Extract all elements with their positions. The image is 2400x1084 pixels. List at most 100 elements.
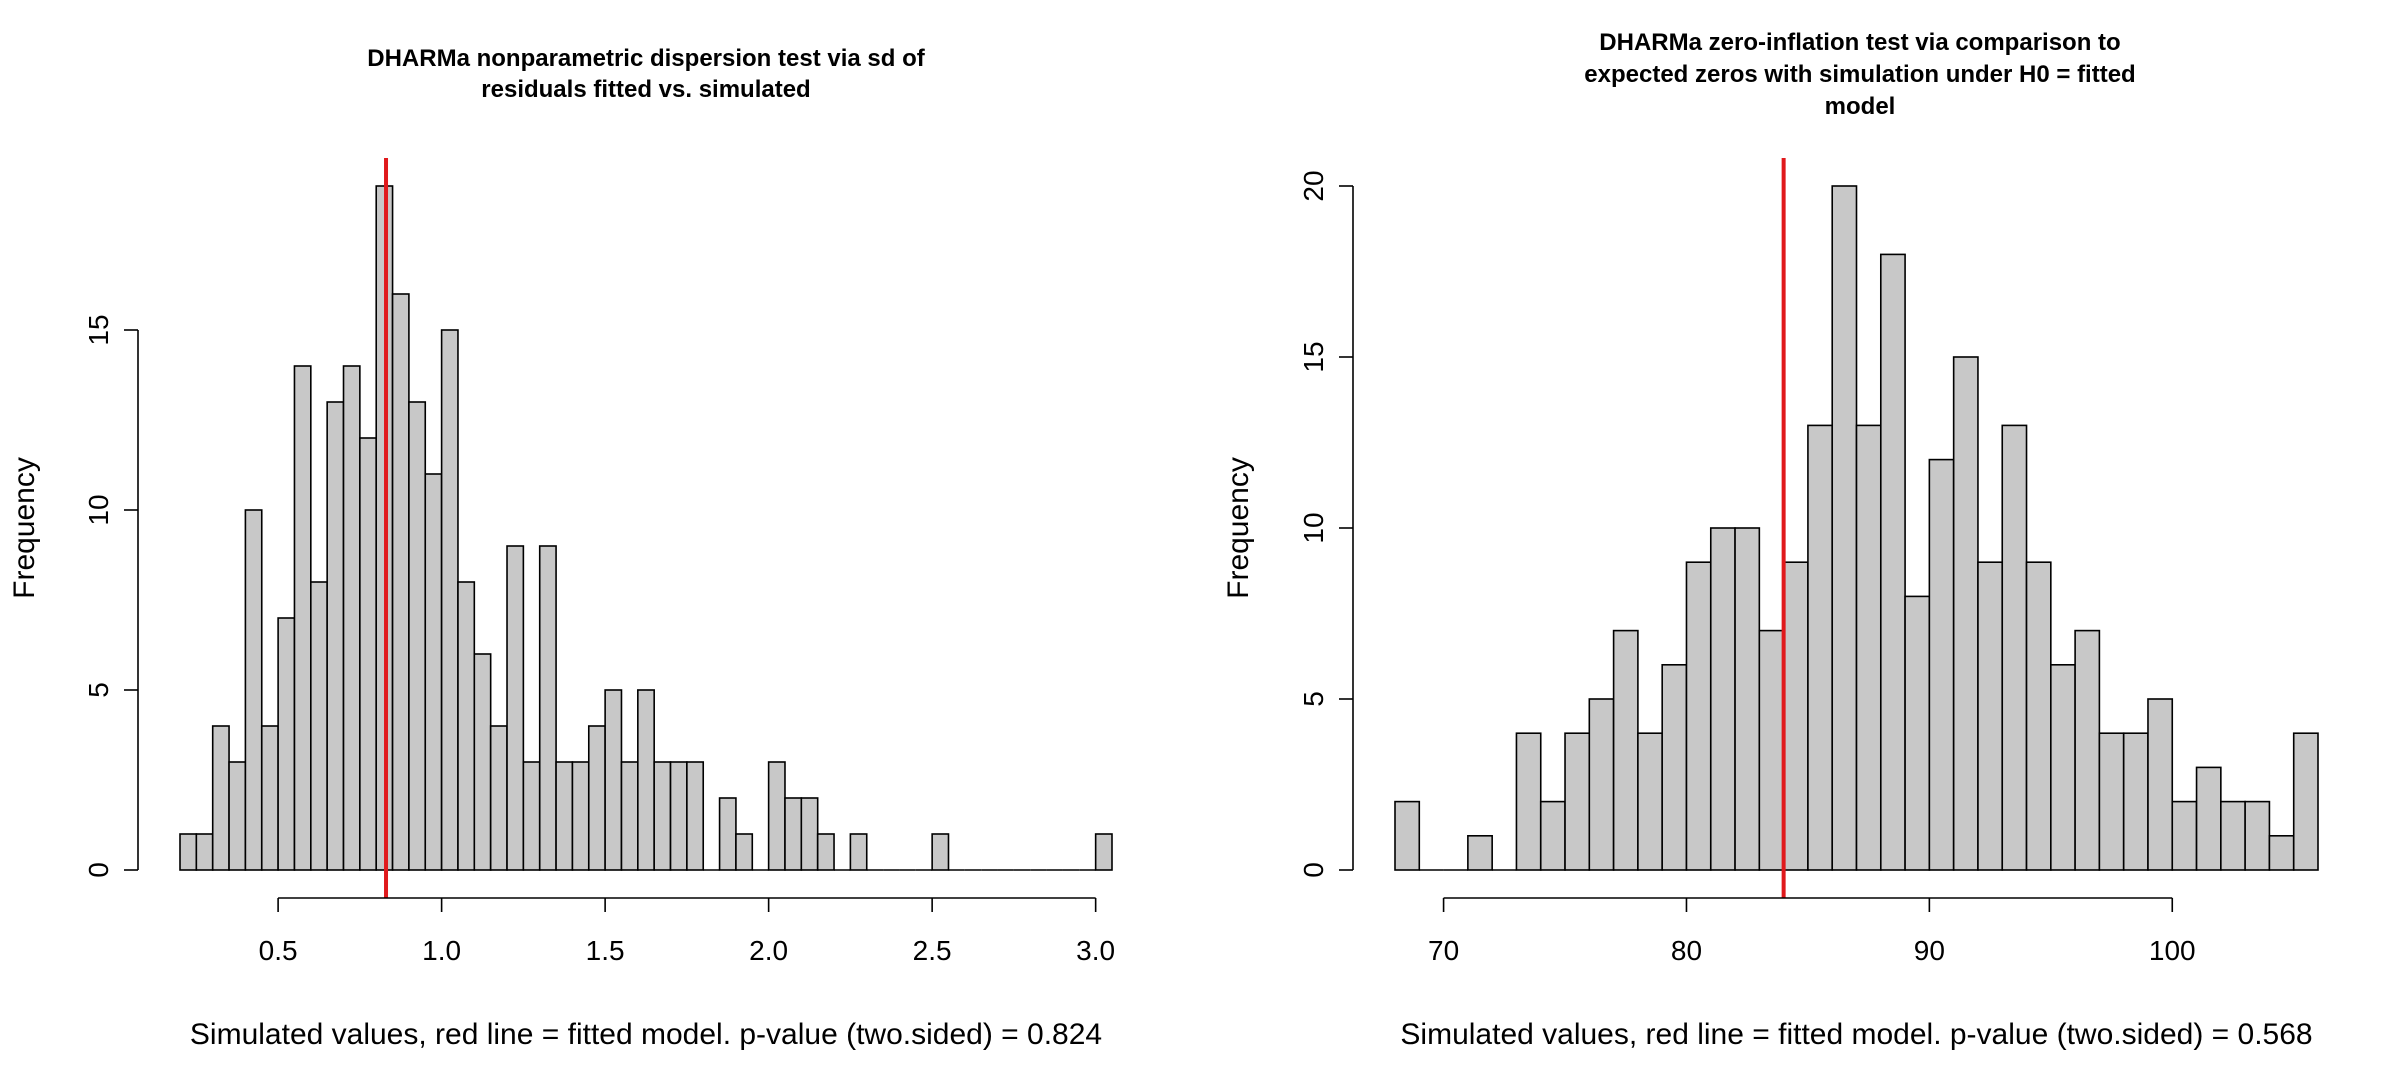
histogram-bar <box>293 365 312 871</box>
histogram-bar <box>669 761 688 871</box>
y-tick-label: 10 <box>1298 512 1329 543</box>
histogram-bar <box>800 797 819 871</box>
histogram-bar <box>489 725 508 871</box>
y-tick-label: 0 <box>83 862 114 878</box>
histogram-bar <box>718 797 737 871</box>
histogram-bar <box>195 833 214 871</box>
histogram-bar <box>1904 595 1931 871</box>
histogram-bar <box>457 581 476 871</box>
y-axis-label: Frequency <box>1222 457 1255 599</box>
x-axis-label: Simulated values, red line = fitted mode… <box>1400 1018 2312 1051</box>
histogram-bar <box>1831 185 1858 871</box>
histogram-bar <box>473 653 492 871</box>
x-tick-label: 80 <box>1671 935 1702 966</box>
histogram-bar <box>408 401 427 871</box>
histogram-bar <box>653 761 672 871</box>
histogram-bar <box>522 761 541 871</box>
histogram-bar <box>260 725 279 871</box>
x-tick-label: 70 <box>1428 935 1459 966</box>
histogram-bar <box>2025 561 2052 871</box>
histogram-bar <box>506 545 525 871</box>
histogram-bar <box>1685 561 1712 871</box>
x-tick-label: 1.0 <box>422 935 461 966</box>
x-tick-label: 90 <box>1914 935 1945 966</box>
histogram-bar <box>2074 629 2101 871</box>
chart-title-line: expected zeros with simulation under H0 … <box>1584 61 2135 88</box>
histogram-bar <box>1637 732 1663 871</box>
histogram-bar <box>1782 561 1809 871</box>
histogram-bar <box>849 833 868 871</box>
x-tick-label: 1.5 <box>586 935 625 966</box>
y-tick-label: 5 <box>83 682 114 698</box>
y-tick-label: 5 <box>1298 691 1329 707</box>
histogram-bar <box>1515 732 1542 871</box>
histogram-bar <box>571 761 590 871</box>
histogram-bar <box>1612 629 1639 871</box>
x-tick-label: 2.0 <box>749 935 788 966</box>
y-tick-label: 15 <box>83 314 114 345</box>
histogram-bar <box>244 509 263 871</box>
histogram-bar <box>816 833 835 871</box>
histogram-bar <box>359 437 378 871</box>
x-tick-label: 0.5 <box>259 935 298 966</box>
chart-title-line: DHARMa nonparametric dispersion test via… <box>367 45 925 72</box>
histogram-bar <box>686 761 705 871</box>
histogram-bar <box>424 473 443 871</box>
histogram-bar <box>1879 253 1906 871</box>
histogram-bar <box>2171 800 2198 871</box>
histogram-bar <box>1928 458 1955 871</box>
histogram-bar <box>604 689 623 871</box>
x-axis-label: Simulated values, red line = fitted mode… <box>190 1018 1102 1051</box>
histogram-bar <box>277 617 296 871</box>
histogram-bar <box>228 761 247 871</box>
histogram-bar <box>2098 732 2125 871</box>
y-tick-label: 10 <box>83 494 114 525</box>
histogram-bar <box>440 329 459 871</box>
histogram-bar <box>1734 527 1761 871</box>
histogram-bar <box>2195 766 2222 871</box>
chart-title-line: model <box>1825 93 1896 120</box>
histogram-bar <box>1539 800 1566 871</box>
histogram-bar <box>637 689 655 871</box>
histogram-bar <box>2122 732 2149 871</box>
histogram-bar <box>2292 732 2319 871</box>
histogram-bar <box>1977 561 2004 871</box>
histogram-bar <box>211 725 230 871</box>
chart-title-line: DHARMa zero-inflation test via compariso… <box>1599 29 2120 56</box>
histogram-bar <box>2050 663 2076 871</box>
histogram-bar <box>310 581 328 871</box>
y-axis-label: Frequency <box>8 457 41 599</box>
histogram-bar <box>735 833 754 871</box>
zero-inflation-histogram: DHARMa zero-inflation test via compariso… <box>1222 29 2319 1051</box>
dispersion-histogram: DHARMa nonparametric dispersion test via… <box>8 45 1115 1051</box>
histogram-bar <box>342 365 361 871</box>
histogram-bar <box>1807 424 1834 871</box>
histogram-bar <box>1709 527 1736 871</box>
histogram-bar <box>2147 698 2174 871</box>
histogram-bar <box>2268 834 2295 871</box>
histogram-bar <box>1952 356 1979 871</box>
histogram-bar <box>767 761 786 871</box>
histogram-bar <box>1394 800 1421 871</box>
histogram-bar <box>1588 698 1615 871</box>
histogram-bar <box>931 833 950 871</box>
histogram-bar <box>326 401 345 871</box>
histogram-bar <box>620 761 639 871</box>
x-tick-label: 100 <box>2149 935 2196 966</box>
y-tick-label: 15 <box>1298 341 1329 372</box>
y-tick-label: 20 <box>1298 170 1329 201</box>
histogram-bar <box>179 833 198 871</box>
histogram-bar <box>1564 732 1591 871</box>
histogram-bar <box>2244 800 2271 871</box>
y-tick-label: 0 <box>1298 862 1329 878</box>
histogram-bar <box>1661 663 1688 871</box>
histogram-bar <box>391 293 410 871</box>
chart-title-line: residuals fitted vs. simulated <box>481 76 810 103</box>
histogram-bar <box>555 761 574 871</box>
histogram-bar <box>538 545 557 871</box>
histogram-bar <box>1094 833 1113 871</box>
histogram-bar <box>1467 834 1493 871</box>
histogram-bar <box>1758 629 1785 871</box>
histogram-bar <box>587 725 606 871</box>
